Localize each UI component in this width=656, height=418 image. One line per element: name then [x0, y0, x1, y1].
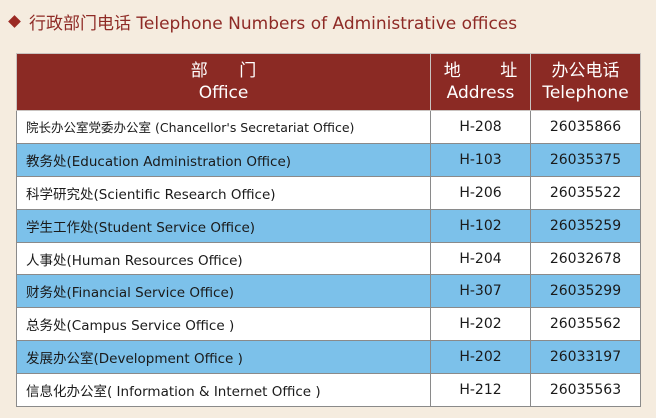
office-cell: 教务处(Education Administration Office) [16, 142, 431, 177]
phone-directory-panel: 部 门 Office 地 址 Address 办公电话 Telephone 院长… [16, 53, 641, 408]
office-cell: 发展办公室(Development Office ) [16, 340, 431, 375]
office-cell: 院长办公室党委办公室 (Chancellor's Secretariat Off… [16, 110, 431, 144]
telephone-cell: 26035375 [530, 142, 641, 177]
office-name: 教务处(Education Administration Office) [26, 153, 292, 170]
table-row: 院长办公室党委办公室 (Chancellor's Secretariat Off… [16, 110, 641, 144]
address-cell: H-208 [430, 110, 531, 144]
address-cell: H-202 [430, 307, 531, 342]
telephone-cell: 26035522 [530, 175, 641, 210]
telephone-cell: 26035563 [530, 373, 641, 408]
column-header-cn: 部 门 [190, 61, 257, 81]
office-name: 财务处(Financial Service Office) [26, 285, 235, 302]
address-cell: H-212 [430, 373, 531, 408]
telephone-cell: 26032678 [530, 241, 641, 276]
telephone-cell: 26035562 [530, 307, 641, 342]
address-cell: H-102 [430, 208, 531, 243]
column-header-cn: 办公电话 [551, 61, 620, 81]
telephone-cell: 26035866 [530, 110, 641, 144]
office-name: 发展办公室(Development Office ) [26, 351, 243, 368]
phone-directory-table: 部 门 Office 地 址 Address 办公电话 Telephone 院长… [16, 53, 641, 408]
section-heading: 行政部门电话 Telephone Numbers of Administrati… [6, 8, 517, 34]
address-cell: H-202 [430, 340, 531, 375]
office-name: 人事处(Human Resources Office) [26, 252, 243, 269]
telephone-cell: 26035259 [530, 208, 641, 243]
column-header-en: Office [198, 83, 249, 103]
office-cell: 总务处(Campus Service Office ) [16, 307, 431, 342]
table-row: 学生工作处(Student Service Office) H-102 2603… [16, 208, 641, 243]
office-cell: 人事处(Human Resources Office) [16, 241, 431, 276]
table-row: 发展办公室(Development Office ) H-202 2603319… [16, 340, 641, 375]
office-cell: 科学研究处(Scientific Research Office) [16, 175, 431, 210]
column-header-cn: 地 址 [443, 61, 518, 81]
office-cell: 信息化办公室( Information & Internet Office ) [16, 373, 431, 408]
diamond-bullet-icon [8, 14, 21, 28]
office-cell: 财务处(Financial Service Office) [16, 274, 431, 309]
office-name: 信息化办公室( Information & Internet Office ) [26, 384, 321, 401]
table-row: 总务处(Campus Service Office ) H-202 260355… [16, 307, 641, 342]
address-cell: H-307 [430, 274, 531, 309]
office-name: 院长办公室党委办公室 (Chancellor's Secretariat Off… [26, 120, 355, 136]
table-row: 财务处(Financial Service Office) H-307 2603… [16, 274, 641, 309]
section-title: 行政部门电话 Telephone Numbers of Administrati… [29, 13, 518, 34]
column-header-office: 部 门 Office [16, 53, 431, 111]
office-name: 学生工作处(Student Service Office) [26, 219, 256, 236]
table-header-row: 部 门 Office 地 址 Address 办公电话 Telephone [16, 53, 641, 111]
table-row: 教务处(Education Administration Office) H-1… [16, 142, 641, 177]
address-cell: H-204 [430, 241, 531, 276]
column-header-en: Telephone [542, 83, 629, 103]
address-cell: H-103 [430, 142, 531, 177]
address-cell: H-206 [430, 175, 531, 210]
telephone-cell: 26033197 [530, 340, 641, 375]
office-name: 科学研究处(Scientific Research Office) [26, 186, 276, 203]
column-header-telephone: 办公电话 Telephone [530, 53, 641, 111]
table-row: 信息化办公室( Information & Internet Office ) … [16, 373, 641, 408]
column-header-en: Address [446, 83, 515, 103]
column-header-address: 地 址 Address [430, 53, 531, 111]
table-row: 科学研究处(Scientific Research Office) H-206 … [16, 175, 641, 210]
office-cell: 学生工作处(Student Service Office) [16, 208, 431, 243]
office-name: 总务处(Campus Service Office ) [26, 318, 235, 335]
telephone-cell: 26035299 [530, 274, 641, 309]
table-row: 人事处(Human Resources Office) H-204 260326… [16, 241, 641, 276]
